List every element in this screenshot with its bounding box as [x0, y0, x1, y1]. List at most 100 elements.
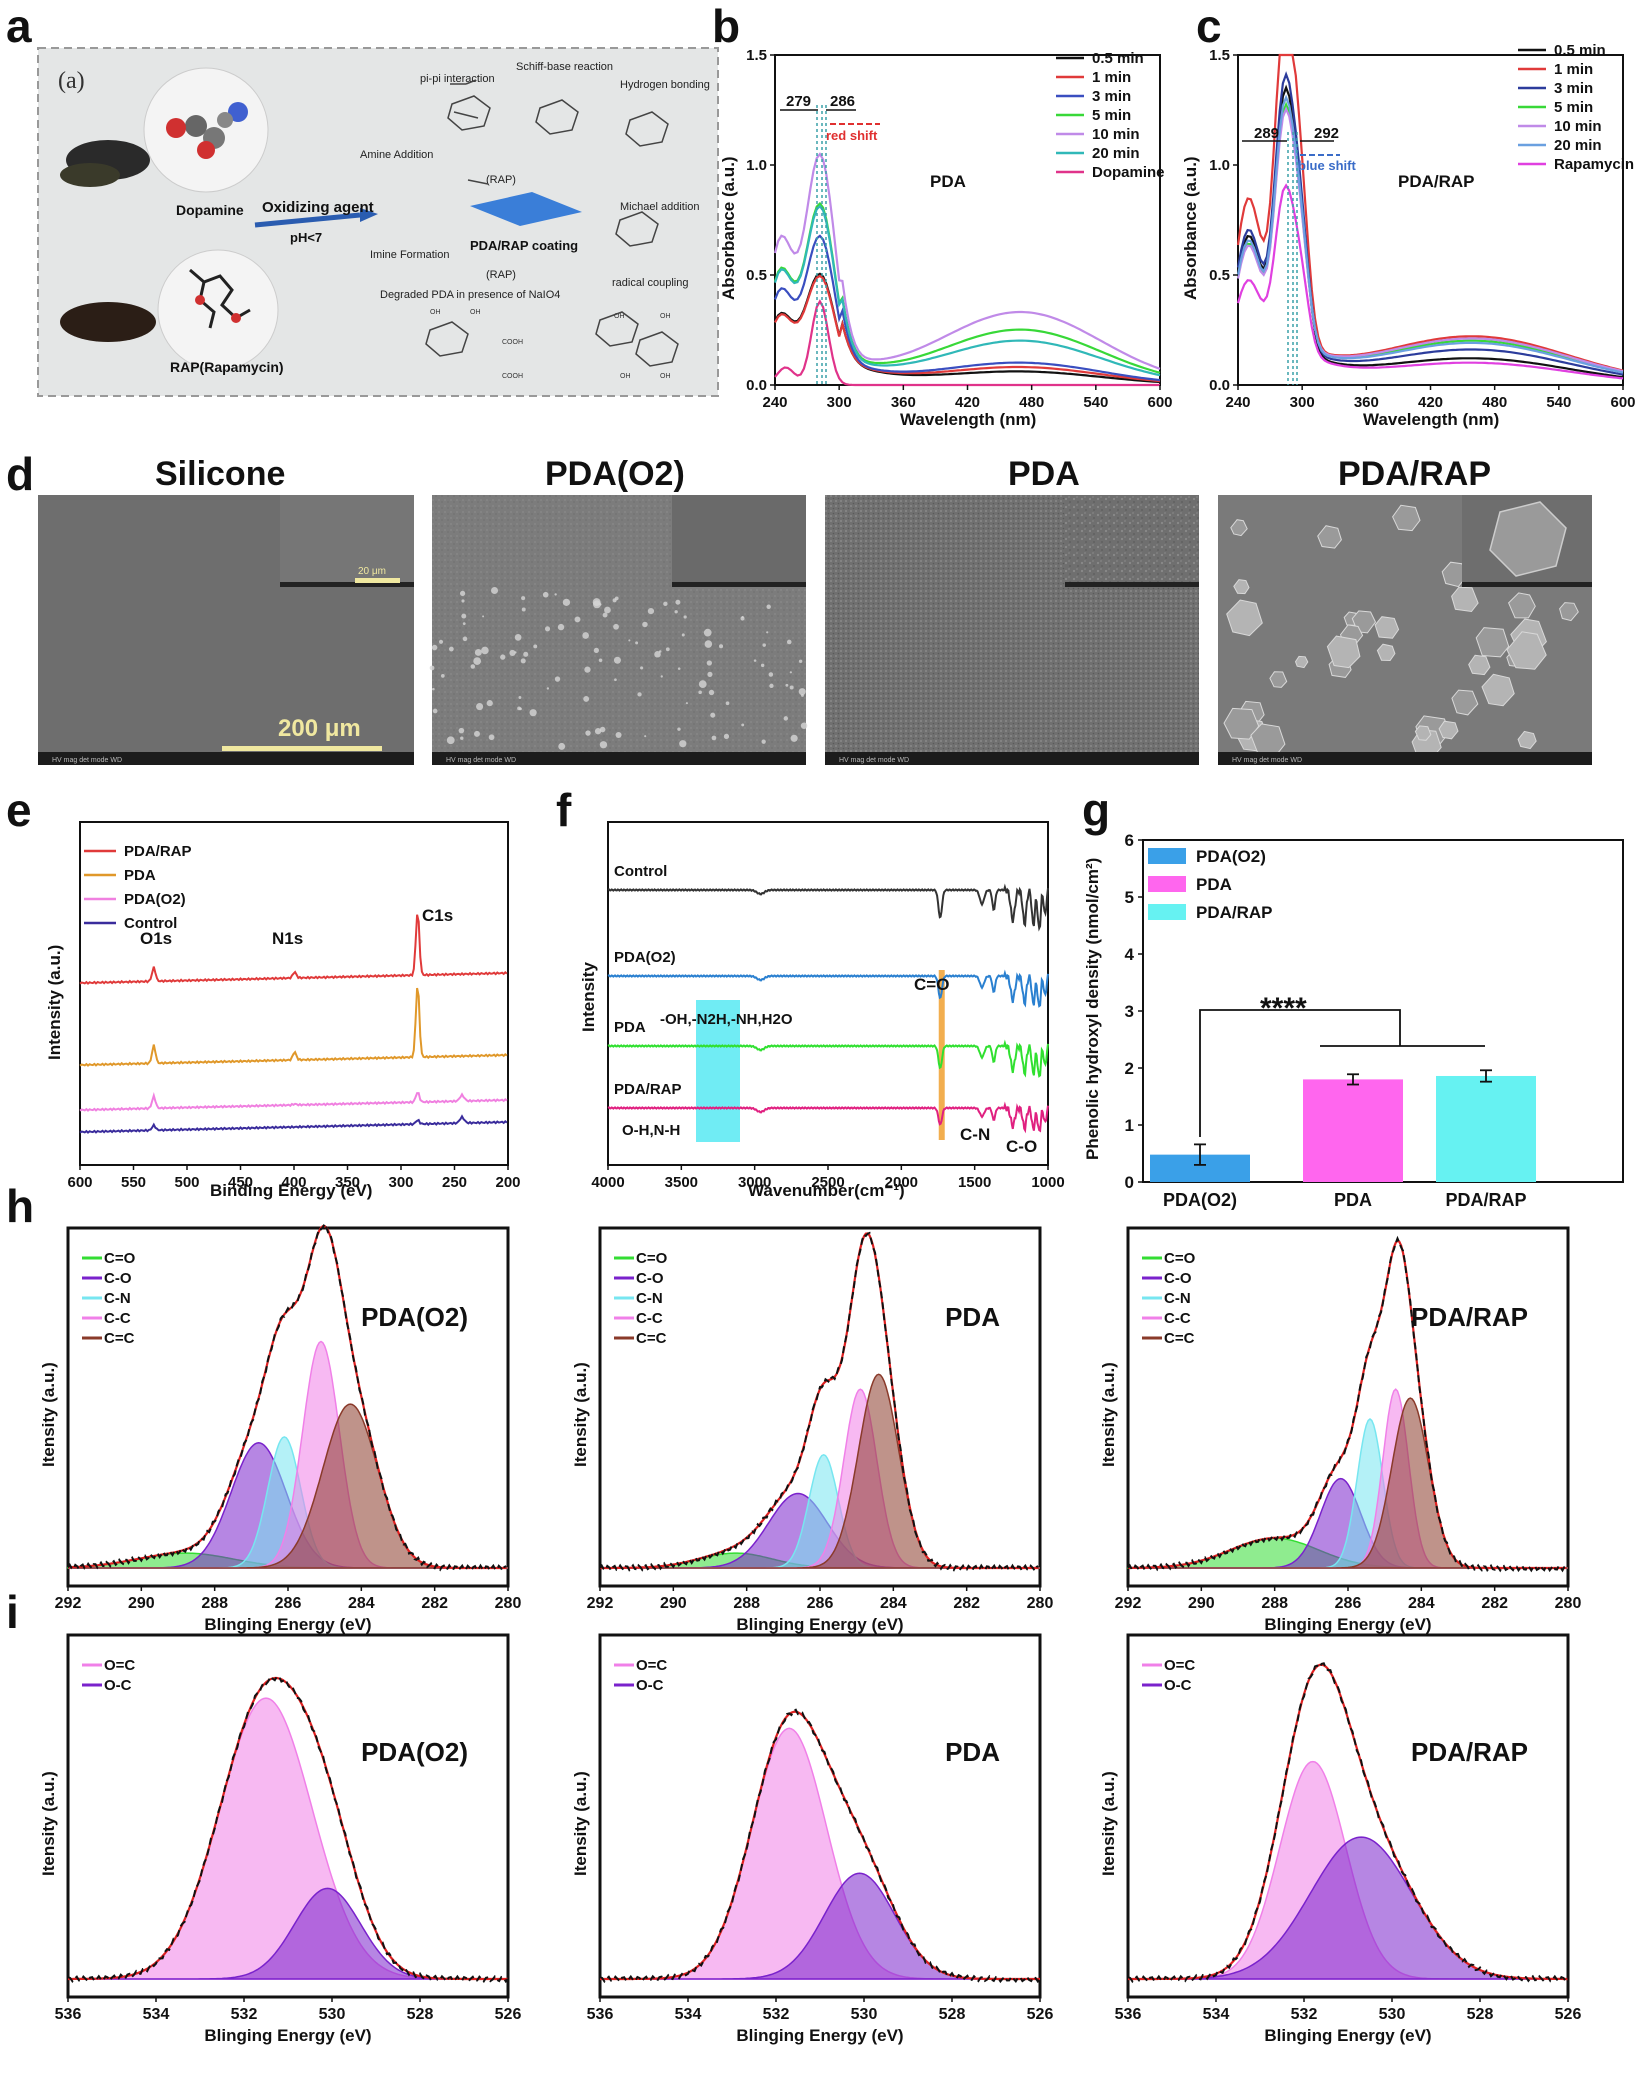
legend-swatch	[1148, 904, 1186, 920]
sem-particle	[462, 636, 468, 642]
sem-particle	[459, 590, 466, 596]
chart-b-annot-286: 286	[830, 93, 855, 110]
x-tick-label: 288	[733, 1595, 760, 1612]
chart-e-annot-n1s: N1s	[272, 929, 303, 948]
series-line-1-min	[1236, 53, 1624, 372]
sem-particle	[470, 664, 476, 669]
sem-image-pdarap: HV mag det mode WD	[1218, 495, 1592, 765]
sem-particle	[517, 706, 521, 711]
chart-b-annot-279: 279	[786, 93, 811, 110]
sem-particle	[481, 646, 489, 655]
raw-data-line	[599, 1231, 1039, 1573]
sem-particle	[704, 640, 713, 648]
chart-e: 600 550 500 450 400 350 300 250 200 Binding Ener…	[45, 821, 521, 1200]
legend-label: 10 min	[1554, 118, 1602, 135]
series-label: PDA	[614, 1019, 646, 1036]
sem-crystal	[1559, 602, 1579, 622]
sem-particle	[766, 631, 769, 634]
x-tick-label: 540	[1083, 394, 1108, 411]
x-tick-label: 284	[1408, 1595, 1435, 1612]
sem-particle	[660, 675, 663, 678]
sem-particle	[786, 639, 792, 645]
x-tick-label: 284	[880, 1595, 907, 1612]
sem-particle	[613, 623, 619, 630]
legend-label: C=O	[1164, 1250, 1196, 1267]
x-tick-label: 480	[1019, 394, 1044, 411]
chart-f-annot-ohnh: O-H,N-H	[622, 1122, 680, 1139]
series-label: PDA/RAP	[614, 1081, 682, 1098]
x-tick-label: 450	[228, 1174, 253, 1191]
sem-particle	[783, 716, 789, 721]
mol-label-5: OH	[660, 313, 671, 320]
x-tick-label: 292	[55, 1595, 82, 1612]
x-axis-label: Blinging Energy (eV)	[1264, 1615, 1431, 1634]
x-tick-label: 290	[1188, 1595, 1215, 1612]
legend-label: C-N	[636, 1290, 663, 1307]
sem-particle	[500, 654, 506, 660]
sem-particle	[429, 665, 435, 671]
x-tick-label: 250	[442, 1174, 467, 1191]
chart-g: 0 1 2 3 4 5 6 PDA(O2) PDA PDA/RAP Phenolic hydro…	[1083, 831, 1624, 1210]
x-tick-label: 526	[1555, 2006, 1582, 2023]
sem-particle	[473, 657, 482, 665]
fit-envelope	[600, 1232, 1039, 1570]
sem-particle	[440, 674, 445, 678]
oh-band-highlight	[696, 1000, 740, 1142]
sem-crystal	[1317, 525, 1342, 549]
legend-swatch	[1148, 848, 1186, 864]
chart-b-title: PDA	[930, 172, 966, 191]
rap-mark-label-1: (RAP)	[486, 269, 516, 281]
chart-c-xlabel: Wavelength (nm)	[1363, 410, 1499, 429]
sem-crystal	[1441, 561, 1468, 588]
series-line-rapamycin	[1236, 183, 1624, 380]
sem-particle	[582, 632, 589, 639]
x-tick-label: 300	[1290, 394, 1315, 411]
legend-label: 10 min	[1092, 126, 1140, 143]
sem-particle	[615, 731, 622, 739]
legend-label: Control	[124, 915, 177, 932]
sem-particle	[473, 730, 480, 737]
legend-label: C-O	[1164, 1270, 1192, 1287]
panel-label-d: d	[6, 448, 34, 500]
chart-g-ylabel: Phenolic hydroxyl density (nmol/cm²)	[1083, 858, 1102, 1160]
series-line-control	[607, 883, 1049, 932]
rapamycin-powder-icon	[60, 302, 156, 342]
sem-particle	[462, 622, 466, 626]
sem-particle	[583, 696, 590, 702]
series-line-pda	[607, 1039, 1049, 1078]
legend-label: C=C	[104, 1330, 135, 1347]
sem-crystal	[1451, 689, 1479, 716]
rap-label: RAP(Rapamycin)	[170, 359, 284, 375]
mol-label-1: COOH	[502, 373, 523, 380]
x-tick-label: 292	[1115, 1595, 1142, 1612]
x-tick-label: 300	[388, 1174, 413, 1191]
series-line-pda	[79, 987, 508, 1067]
series-label: Control	[614, 863, 667, 880]
x-tick-label: 280	[1555, 1595, 1582, 1612]
legend-label: Rapamycin	[1554, 156, 1634, 173]
legend-label: 20 min	[1092, 145, 1140, 162]
sem-crystal	[1481, 673, 1515, 707]
legend-label: O=C	[636, 1657, 667, 1674]
legend-label: O=C	[104, 1657, 135, 1674]
plot-frame	[598, 1633, 1042, 1999]
sem-particle	[706, 660, 713, 666]
x-tick-label: 528	[407, 2006, 434, 2023]
sem-image-pda: HV mag det mode WD	[825, 495, 1199, 765]
x-tick-label: 2000	[885, 1174, 918, 1191]
reaction-label-6: radical coupling	[612, 277, 688, 289]
x-tick-label: 282	[1481, 1595, 1508, 1612]
panel-title: PDA/RAP	[1411, 1737, 1528, 1767]
sem-particle	[486, 700, 493, 707]
y-axis-label: Itensity (a.u.)	[1099, 1362, 1118, 1467]
x-tick-label: 286	[1335, 1595, 1362, 1612]
panel-title: PDA	[945, 1302, 1000, 1332]
x-tick-label: 534	[143, 2006, 170, 2023]
sem-particle	[760, 663, 765, 668]
xps-panel-pda-o2-: 536 534 532 530 528 526 Blinging Energy (eV) It…	[39, 1633, 521, 2045]
sem-particle	[628, 639, 631, 642]
x-tick-label: 282	[953, 1595, 980, 1612]
legend-label: O-C	[1164, 1677, 1192, 1694]
reaction-label-3: Amine Addition	[360, 149, 433, 161]
